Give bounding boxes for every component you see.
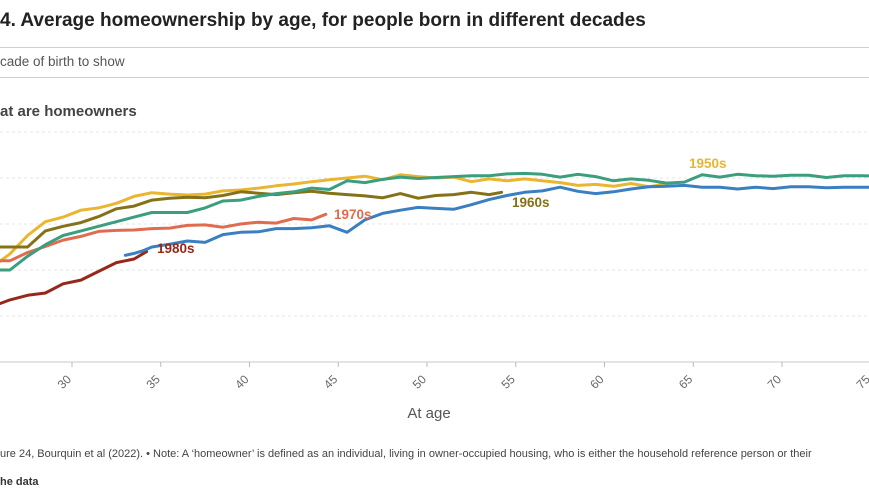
series-line <box>123 183 869 257</box>
gridlines <box>0 131 869 363</box>
divider <box>0 47 869 48</box>
x-tick-label: 45 <box>321 372 341 392</box>
series-label: 1980s <box>157 241 195 256</box>
x-tick-label: 65 <box>676 372 696 392</box>
series-line <box>0 250 149 306</box>
series-lines <box>0 171 869 306</box>
divider <box>0 77 869 78</box>
x-tick-label: 55 <box>499 372 519 392</box>
x-tick-label: 50 <box>410 372 430 392</box>
series-label: 1950s <box>689 156 727 171</box>
get-data-link[interactable]: he data <box>0 476 39 488</box>
y-axis-label: at are homeowners <box>0 103 137 120</box>
x-axis-label: At age <box>407 405 450 422</box>
series-line <box>0 173 669 264</box>
series-line <box>0 189 504 249</box>
x-axis-ticks: 30 35 40 45 50 55 60 65 70 75 <box>55 362 869 392</box>
series-label: 1960s <box>512 195 550 210</box>
line-chart: 30 35 40 45 50 55 60 65 70 75 At age 1950s1960s19… <box>0 131 869 422</box>
decade-of-birth-selector[interactable]: cade of birth to show <box>0 54 125 69</box>
series-line <box>0 212 328 263</box>
x-tick-label: 70 <box>765 372 785 392</box>
x-tick-label: 60 <box>587 372 607 392</box>
source-note: ure 24, Bourquin et al (2022). • Note: A… <box>0 448 812 460</box>
chart-title: 4. Average homeownership by age, for peo… <box>0 10 646 31</box>
series-labels: 1950s 1960s 1970s 1980s <box>157 156 727 256</box>
series-label: 1970s <box>334 207 372 222</box>
x-tick-label: 35 <box>144 372 164 392</box>
x-tick-label: 40 <box>232 372 252 392</box>
series-line <box>0 171 869 272</box>
x-tick-label: 75 <box>854 372 869 392</box>
x-tick-label: 30 <box>55 372 75 392</box>
